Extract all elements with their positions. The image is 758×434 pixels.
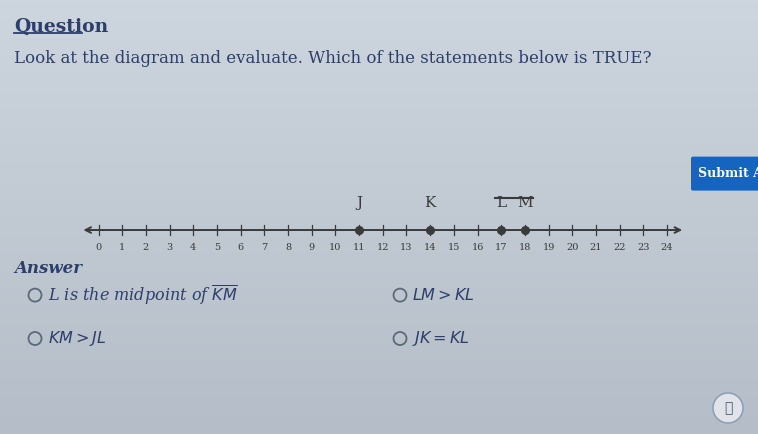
Text: 19: 19 xyxy=(543,243,555,252)
Text: ⓘ: ⓘ xyxy=(724,401,732,415)
Text: 21: 21 xyxy=(590,243,602,252)
Text: 14: 14 xyxy=(424,243,437,252)
Text: 18: 18 xyxy=(518,243,531,252)
Text: M: M xyxy=(517,196,533,210)
Text: 12: 12 xyxy=(377,243,389,252)
Text: 23: 23 xyxy=(637,243,650,252)
Text: 2: 2 xyxy=(143,243,149,252)
Text: 15: 15 xyxy=(448,243,460,252)
Text: 24: 24 xyxy=(661,243,673,252)
Text: 9: 9 xyxy=(309,243,315,252)
Text: 17: 17 xyxy=(495,243,507,252)
Text: 3: 3 xyxy=(167,243,173,252)
Text: Look at the diagram and evaluate. Which of the statements below is TRUE?: Look at the diagram and evaluate. Which … xyxy=(14,50,651,67)
Text: 6: 6 xyxy=(237,243,244,252)
Text: 1: 1 xyxy=(119,243,125,252)
Text: 7: 7 xyxy=(262,243,268,252)
Text: Answer: Answer xyxy=(14,260,82,277)
Text: L: L xyxy=(496,196,506,210)
Text: $KM > JL$: $KM > JL$ xyxy=(48,329,106,348)
Text: 20: 20 xyxy=(566,243,578,252)
Text: 10: 10 xyxy=(329,243,342,252)
Text: 0: 0 xyxy=(96,243,102,252)
Text: 8: 8 xyxy=(285,243,291,252)
Text: 22: 22 xyxy=(613,243,626,252)
Text: $JK = KL$: $JK = KL$ xyxy=(412,329,471,348)
Text: 16: 16 xyxy=(471,243,484,252)
FancyBboxPatch shape xyxy=(691,157,758,191)
Text: 13: 13 xyxy=(400,243,412,252)
Text: Question: Question xyxy=(14,18,108,36)
Text: L is the midpoint of $\overline{KM}$: L is the midpoint of $\overline{KM}$ xyxy=(48,283,237,307)
Text: 11: 11 xyxy=(353,243,365,252)
Text: Submit A: Submit A xyxy=(698,167,758,180)
Circle shape xyxy=(713,393,743,423)
Text: 5: 5 xyxy=(214,243,220,252)
Text: 4: 4 xyxy=(190,243,196,252)
Text: K: K xyxy=(424,196,436,210)
Text: J: J xyxy=(356,196,362,210)
Text: $LM > KL$: $LM > KL$ xyxy=(412,286,475,304)
